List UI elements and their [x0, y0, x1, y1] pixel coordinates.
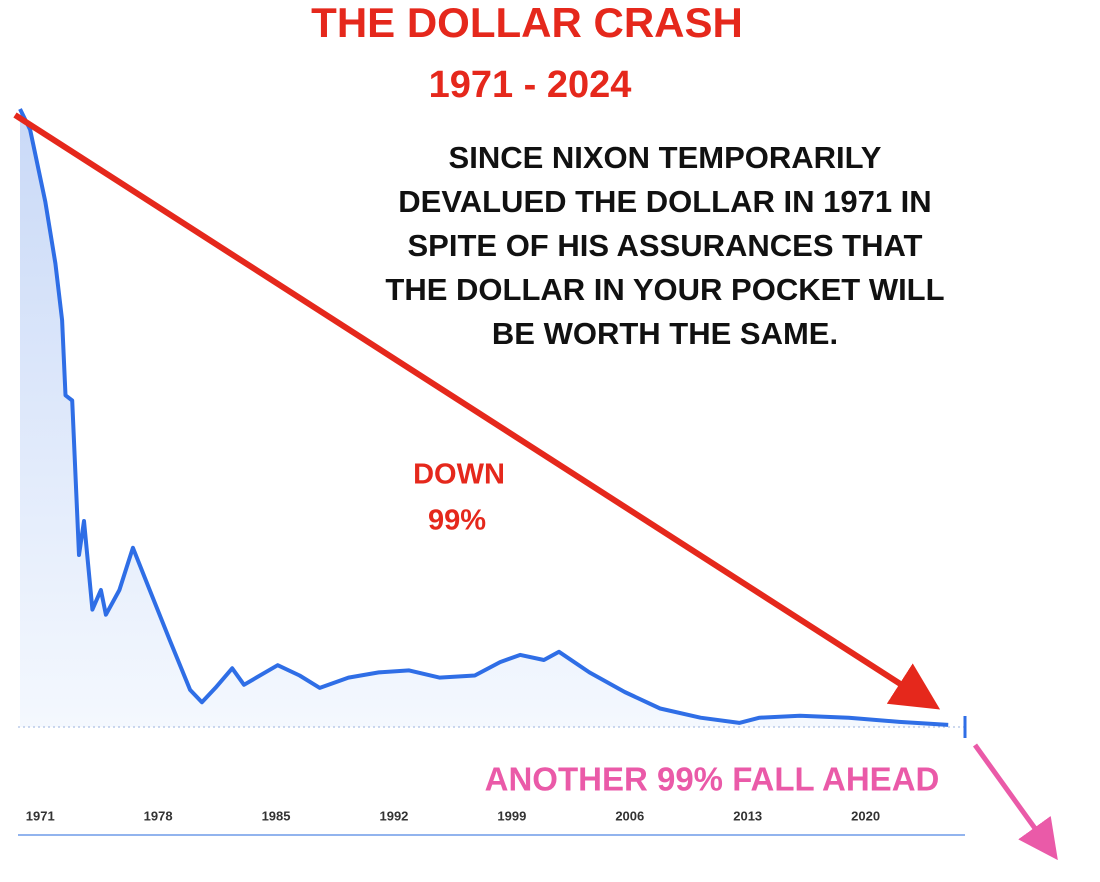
ahead-label: ANOTHER 99% FALL AHEAD — [485, 761, 940, 798]
projection-arrow — [972, 743, 1058, 861]
x-tick-label: 1978 — [144, 808, 173, 823]
down-label: DOWN — [413, 459, 505, 491]
trend-arrow — [13, 112, 941, 710]
x-tick-label: 1985 — [262, 808, 291, 823]
x-tick-label: 2013 — [733, 808, 762, 823]
x-tick-label: 1992 — [379, 808, 408, 823]
x-tick-label: 2020 — [851, 808, 880, 823]
x-tick-label: 1971 — [26, 808, 55, 823]
annotation: BE WORTH THE SAME. — [492, 316, 838, 351]
line — [18, 108, 949, 727]
x-tick-label: 2006 — [615, 808, 644, 823]
annotation: DEVALUED THE DOLLAR IN 1971 IN — [398, 184, 931, 219]
x-tick-label: 1999 — [497, 808, 526, 823]
plot-area — [18, 108, 949, 727]
area-fill — [20, 109, 949, 727]
annotation: SINCE NIXON TEMPORARILY — [449, 140, 882, 175]
annotation: SPITE OF HIS ASSURANCES THAT — [408, 228, 923, 263]
chart-title: THE DOLLAR CRASH — [311, 0, 743, 46]
annotation: THE DOLLAR IN YOUR POCKET WILL — [385, 272, 944, 307]
down-label: 99% — [428, 505, 486, 537]
chart-subtitle: 1971 - 2024 — [429, 64, 632, 106]
